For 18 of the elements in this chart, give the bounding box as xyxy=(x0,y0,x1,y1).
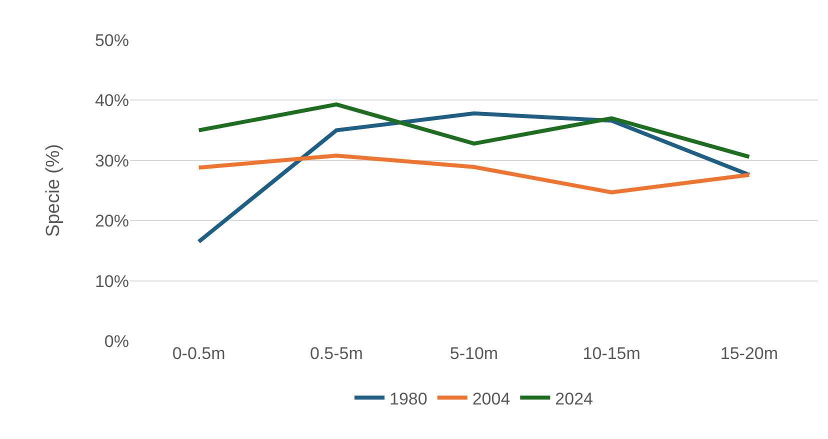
y-tick-label: 30% xyxy=(94,151,129,170)
line-series xyxy=(196,111,752,244)
y-tick-label: 20% xyxy=(94,212,129,231)
y-axis-title: Specie (%) xyxy=(42,144,64,237)
legend-label: 2004 xyxy=(472,389,510,408)
x-tick-label: 0-0.5m xyxy=(172,344,226,363)
y-tick-label: 10% xyxy=(94,272,129,291)
x-tick-label: 5-10m xyxy=(450,344,498,363)
x-tick-label: 15-20m xyxy=(720,344,778,363)
line-series xyxy=(196,154,752,194)
x-tick-label: 0.5-5m xyxy=(310,344,363,363)
y-tick-label: 0% xyxy=(104,332,129,351)
line-series xyxy=(196,102,752,159)
legend-label: 2024 xyxy=(555,389,593,408)
y-tick-label: 40% xyxy=(94,91,129,110)
y-tick-label: 50% xyxy=(94,30,129,50)
x-tick-label: 10-15m xyxy=(582,344,640,363)
legend-label: 1980 xyxy=(390,389,428,408)
